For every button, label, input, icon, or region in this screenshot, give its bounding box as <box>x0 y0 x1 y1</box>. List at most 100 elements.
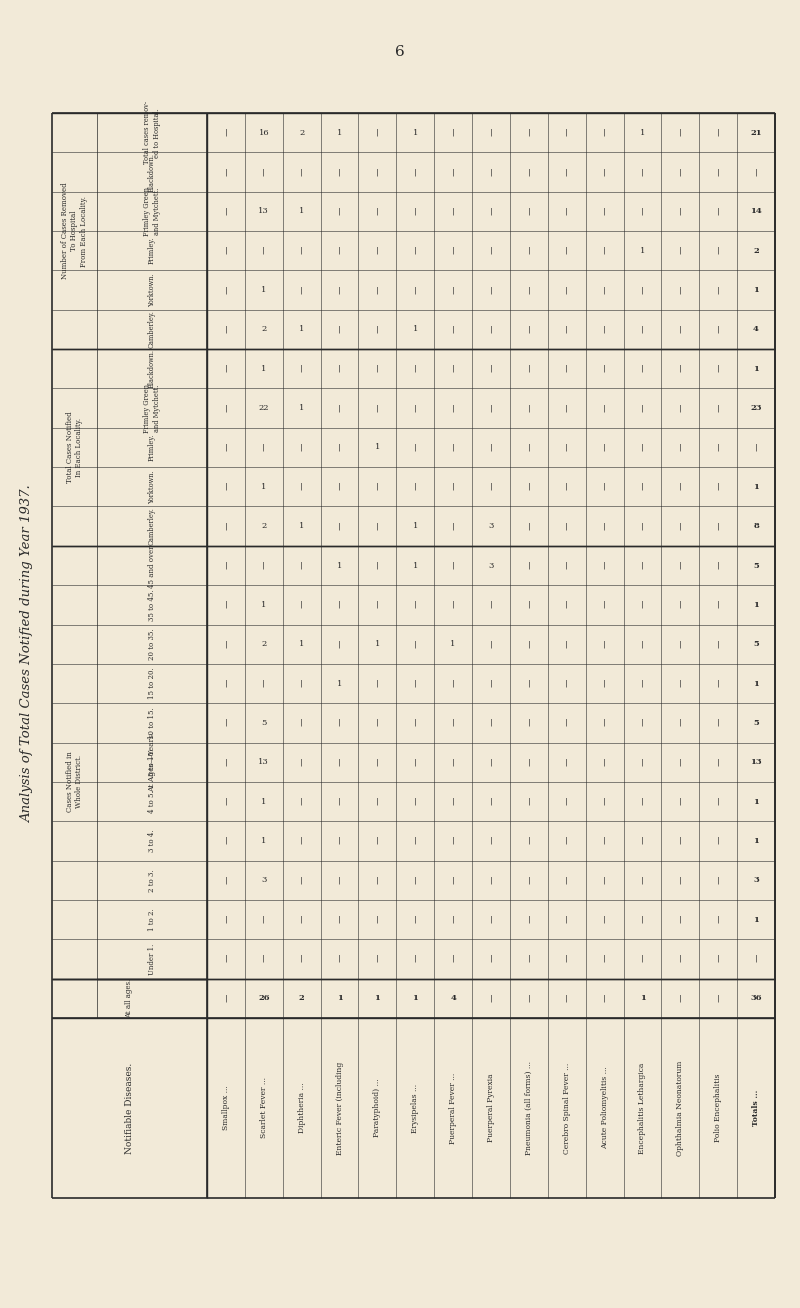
Text: |: | <box>717 561 719 569</box>
Text: |: | <box>679 247 682 255</box>
Text: Polio Encephalitis: Polio Encephalitis <box>714 1074 722 1142</box>
Text: |: | <box>566 286 568 294</box>
Text: 16: 16 <box>258 128 269 136</box>
Text: |: | <box>338 798 341 806</box>
Text: |: | <box>376 916 378 923</box>
Text: |: | <box>414 640 417 649</box>
Text: |: | <box>754 443 758 451</box>
Text: |: | <box>527 916 530 923</box>
Text: |: | <box>452 128 454 136</box>
Text: |: | <box>338 483 341 490</box>
Text: |: | <box>679 208 682 216</box>
Text: |: | <box>452 719 454 727</box>
Text: |: | <box>527 522 530 530</box>
Text: |: | <box>414 719 417 727</box>
Text: |: | <box>414 916 417 923</box>
Text: Total cases remov-
ed to Hospital.: Total cases remov- ed to Hospital. <box>143 101 161 165</box>
Text: 6: 6 <box>395 44 405 59</box>
Text: 8: 8 <box>753 522 759 530</box>
Text: |: | <box>490 719 492 727</box>
Text: |: | <box>527 286 530 294</box>
Text: |: | <box>717 443 719 451</box>
Text: |: | <box>566 247 568 255</box>
Text: |: | <box>717 128 719 136</box>
Text: |: | <box>679 128 682 136</box>
Text: Smallpox ...: Smallpox ... <box>222 1086 230 1130</box>
Text: |: | <box>376 365 378 373</box>
Text: |: | <box>300 443 303 451</box>
Text: 22: 22 <box>258 404 269 412</box>
Text: 1: 1 <box>639 994 646 1002</box>
Text: |: | <box>679 759 682 766</box>
Text: |: | <box>300 561 303 569</box>
Text: |: | <box>225 994 227 1002</box>
Text: |: | <box>679 404 682 412</box>
Text: |: | <box>566 443 568 451</box>
Text: |: | <box>566 365 568 373</box>
Text: |: | <box>527 876 530 884</box>
Text: 1 to 2.: 1 to 2. <box>148 908 156 931</box>
Text: |: | <box>717 876 719 884</box>
Text: |: | <box>717 208 719 216</box>
Text: Blackdown.: Blackdown. <box>148 349 156 388</box>
Text: |: | <box>225 286 227 294</box>
Text: |: | <box>603 561 606 569</box>
Text: 1: 1 <box>337 128 342 136</box>
Text: At all ages.: At all ages. <box>126 978 134 1018</box>
Text: 1: 1 <box>413 326 418 334</box>
Text: |: | <box>603 365 606 373</box>
Text: |: | <box>527 600 530 608</box>
Text: |: | <box>452 759 454 766</box>
Text: 3: 3 <box>261 876 266 884</box>
Text: |: | <box>376 167 378 177</box>
Text: |: | <box>490 167 492 177</box>
Text: |: | <box>527 167 530 177</box>
Text: |: | <box>225 128 227 136</box>
Text: |: | <box>262 247 265 255</box>
Text: |: | <box>603 286 606 294</box>
Text: 1: 1 <box>299 326 304 334</box>
Text: 5: 5 <box>261 719 266 727</box>
Text: |: | <box>527 837 530 845</box>
Text: |: | <box>679 876 682 884</box>
Text: |: | <box>225 326 227 334</box>
Text: |: | <box>338 404 341 412</box>
Text: 1: 1 <box>374 994 380 1002</box>
Text: |: | <box>300 759 303 766</box>
Text: |: | <box>452 167 454 177</box>
Text: |: | <box>490 286 492 294</box>
Text: 5: 5 <box>753 640 759 649</box>
Text: 1: 1 <box>337 994 342 1002</box>
Text: 36: 36 <box>750 994 762 1002</box>
Text: |: | <box>641 798 644 806</box>
Text: |: | <box>754 955 758 963</box>
Text: |: | <box>338 443 341 451</box>
Text: 1: 1 <box>450 640 456 649</box>
Text: |: | <box>490 365 492 373</box>
Text: 4 to 5.: 4 to 5. <box>148 790 156 814</box>
Text: |: | <box>338 522 341 530</box>
Text: |: | <box>717 365 719 373</box>
Text: |: | <box>679 522 682 530</box>
Text: |: | <box>338 955 341 963</box>
Text: |: | <box>566 994 568 1002</box>
Text: 1: 1 <box>374 640 380 649</box>
Text: |: | <box>717 167 719 177</box>
Text: 1: 1 <box>753 600 759 608</box>
Text: |: | <box>338 326 341 334</box>
Text: |: | <box>262 561 265 569</box>
Text: 1: 1 <box>337 561 342 569</box>
Text: |: | <box>225 561 227 569</box>
Text: |: | <box>452 680 454 688</box>
Text: |: | <box>641 561 644 569</box>
Text: |: | <box>527 365 530 373</box>
Text: 35 to 45.: 35 to 45. <box>148 589 156 621</box>
Text: 1: 1 <box>413 561 418 569</box>
Text: 1: 1 <box>374 443 380 451</box>
Text: |: | <box>490 640 492 649</box>
Text: |: | <box>717 837 719 845</box>
Text: |: | <box>262 916 265 923</box>
Text: Analysis of Total Cases Notified during Year 1937.: Analysis of Total Cases Notified during … <box>22 485 34 823</box>
Text: |: | <box>300 955 303 963</box>
Text: 1: 1 <box>412 994 418 1002</box>
